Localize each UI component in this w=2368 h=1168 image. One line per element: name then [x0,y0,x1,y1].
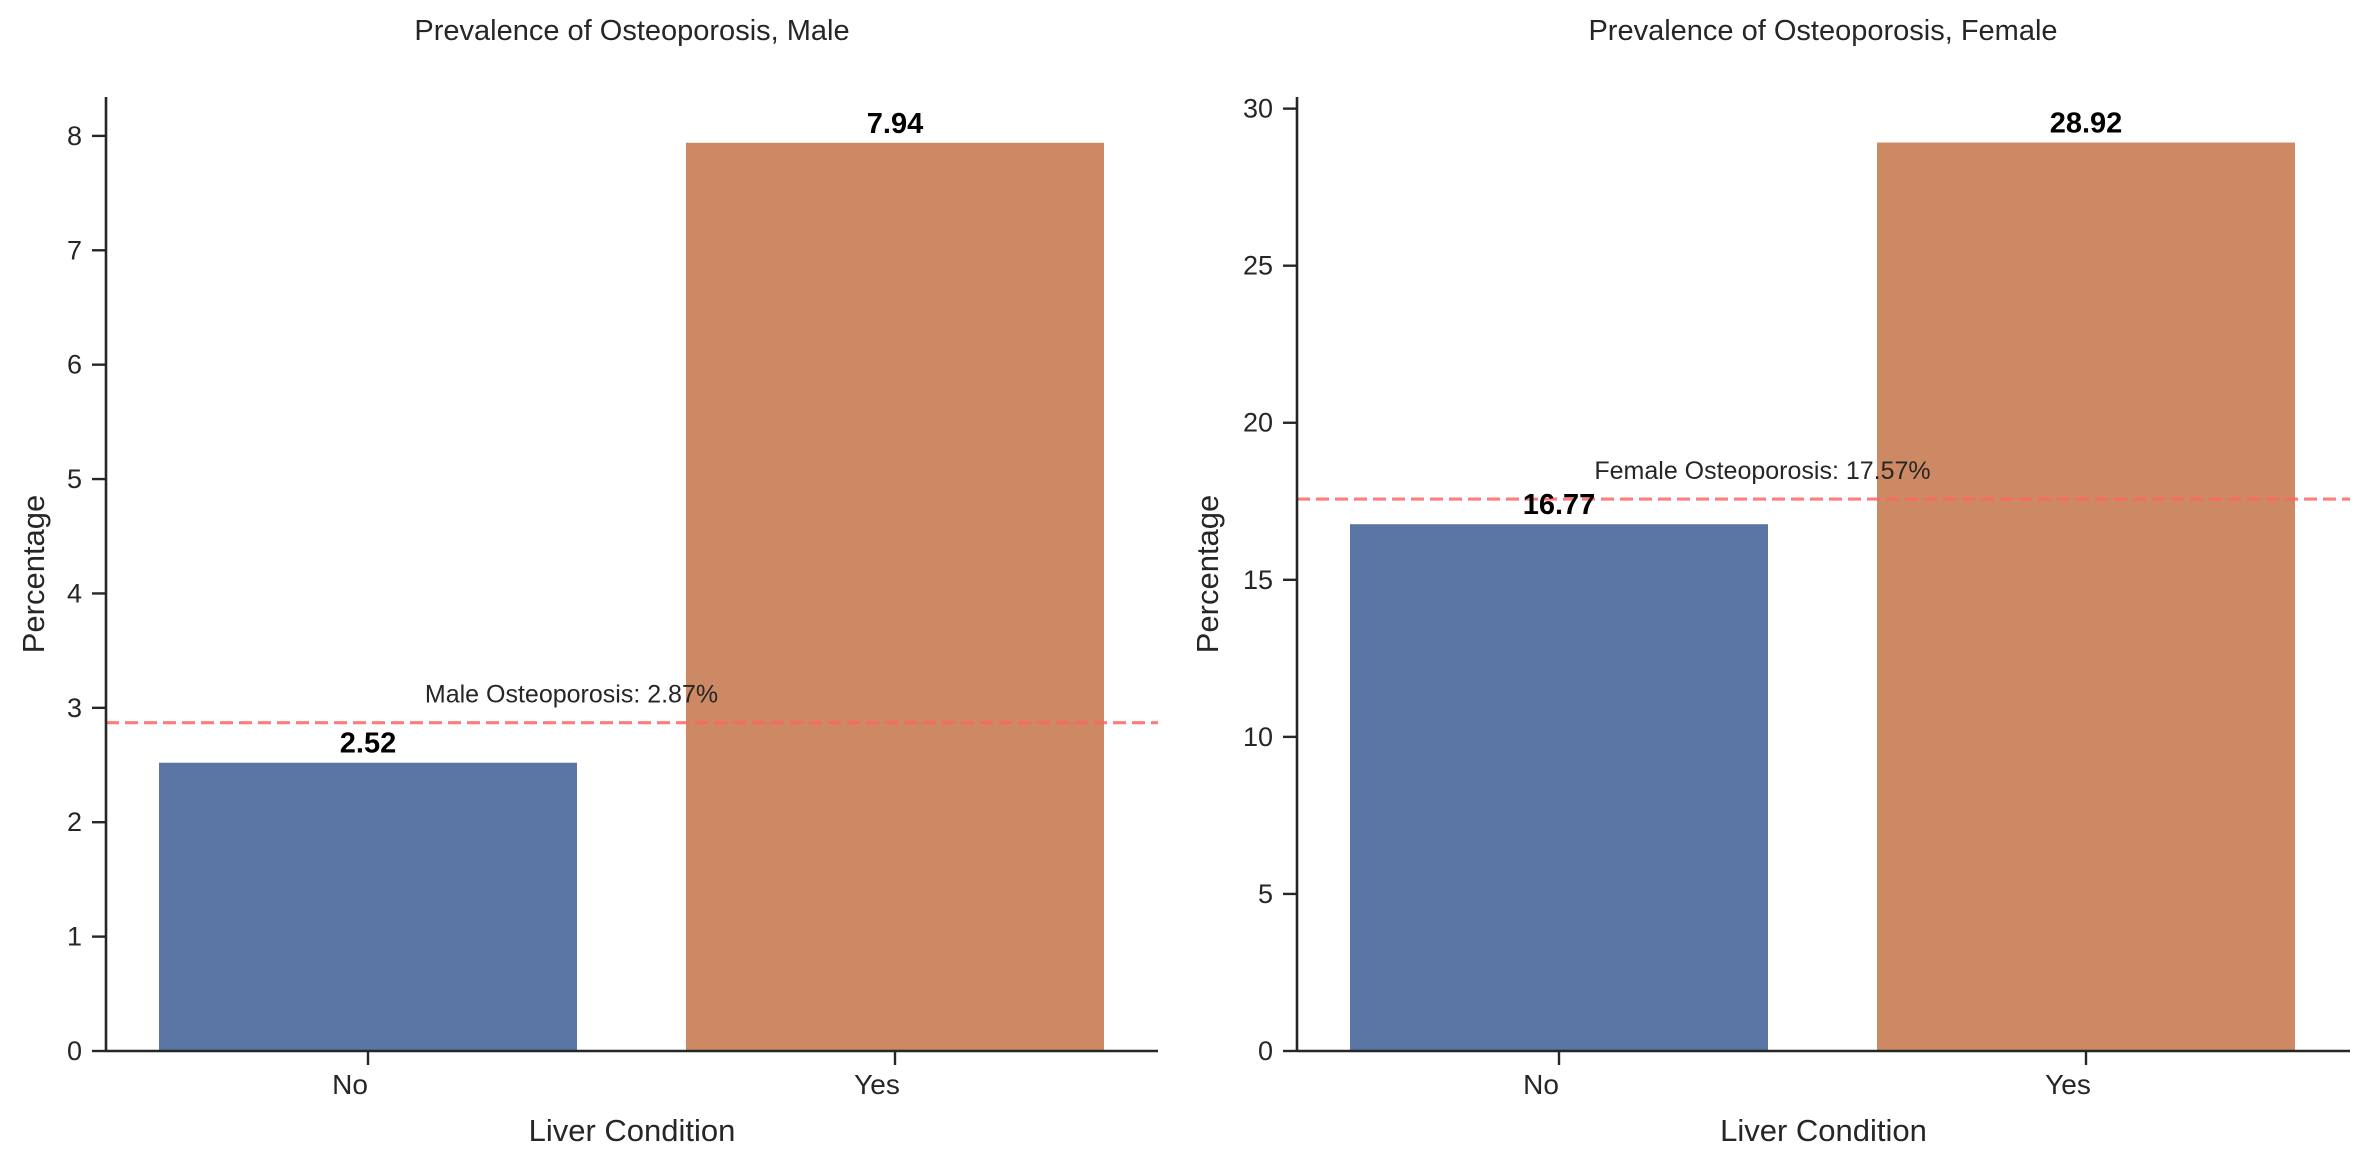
bar-yes [686,142,1104,1052]
bar-value-label: 7.94 [867,108,923,140]
y-tick-label: 20 [1243,408,1273,438]
x-tick-label: Yes [854,1069,900,1100]
reference-line-label: Female Osteoporosis: 17.57% [1594,457,1930,485]
bar-no [159,762,577,1051]
chart-title: Prevalence of Osteoporosis, Female [1588,15,2057,47]
y-tick-label: 25 [1243,251,1273,281]
bar-value-label: 28.92 [2050,108,2123,140]
y-tick-label: 5 [1258,879,1273,909]
y-tick-label: 15 [1243,565,1273,595]
y-tick-label: 1 [67,922,82,952]
y-tick-label: 7 [67,235,82,265]
x-axis-label: Liver Condition [529,1113,736,1148]
bar-yes [1877,142,2295,1052]
bar-value-label: 16.77 [1523,489,1596,521]
bar-no [1350,524,1768,1051]
y-tick-label: 4 [67,578,82,608]
bar-value-label: 2.52 [340,728,396,760]
chart-title: Prevalence of Osteoporosis, Male [414,15,849,47]
y-axis-label: Percentage [16,495,51,654]
y-tick-label: 3 [67,693,82,723]
y-tick-label: 0 [1258,1036,1273,1066]
y-axis-label: Percentage [1190,495,1225,654]
y-tick-label: 8 [67,121,82,151]
x-tick-label: No [332,1069,368,1100]
y-tick-label: 10 [1243,722,1273,752]
y-tick-label: 6 [67,350,82,380]
reference-line-label: Male Osteoporosis: 2.87% [425,681,718,709]
y-tick-label: 0 [67,1036,82,1066]
y-tick-label: 2 [67,807,82,837]
y-tick-label: 5 [67,464,82,494]
x-tick-label: No [1523,1069,1559,1100]
y-tick-label: 30 [1243,94,1273,124]
x-axis-label: Liver Condition [1720,1113,1927,1148]
x-tick-label: Yes [2045,1069,2091,1100]
